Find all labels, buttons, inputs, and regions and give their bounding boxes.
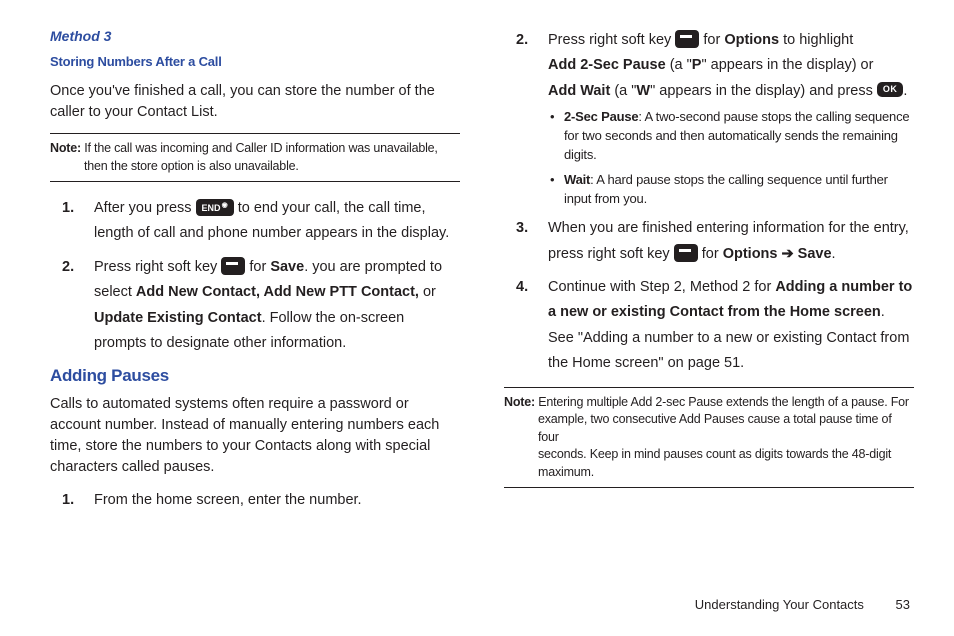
step-number: 2. <box>516 28 528 53</box>
r-step-4: 4. Continue with Step 2, Method 2 for Ad… <box>504 275 914 377</box>
b1-label: 2-Sec Pause <box>564 109 638 124</box>
end-key-icon: END◉ <box>196 199 234 216</box>
r-step-3: 3. When you are finished entering inform… <box>504 216 914 267</box>
steps-list-2: 1. From the home screen, enter the numbe… <box>50 488 460 513</box>
s4a: Continue with Step 2, Method 2 for <box>548 279 775 295</box>
note2-l1: Entering multiple Add 2-sec Pause extend… <box>538 395 909 409</box>
b2-label: Wait <box>564 172 590 187</box>
right-column: 2. Press right soft key for Options to h… <box>504 28 914 616</box>
note2-l4: maximum. <box>504 464 914 482</box>
soft-key-icon <box>674 244 698 262</box>
step-number: 1. <box>62 488 74 513</box>
p-letter: P <box>692 57 702 73</box>
note-label-2: Note: <box>504 395 535 409</box>
save-label: Save <box>270 259 304 275</box>
intro-text: Once you've finished a call, you can sto… <box>50 81 460 123</box>
period: . <box>903 83 907 99</box>
or-text: or <box>419 284 436 300</box>
step-2: 2. Press right soft key for Save. you ar… <box>50 255 460 357</box>
step-number: 1. <box>62 196 74 221</box>
footer-section: Understanding Your Contacts <box>695 597 864 612</box>
pause-step-1: 1. From the home screen, enter the numbe… <box>50 488 460 513</box>
r-step-2: 2. Press right soft key for Options to h… <box>504 28 914 208</box>
note-block-2: Note: Entering multiple Add 2-sec Pause … <box>504 387 914 489</box>
s2e: " appears in the display) or <box>701 57 873 73</box>
note-label: Note: <box>50 141 81 155</box>
step-1: 1. After you press END◉ to end your call… <box>50 196 460 247</box>
s2g: " appears in the display) and press <box>650 83 877 99</box>
bullet-wait: Wait: A hard pause stops the calling seq… <box>548 171 914 209</box>
note-block-1: Note: If the call was incoming and Calle… <box>50 133 460 182</box>
pauses-body: Calls to automated systems often require… <box>50 394 460 478</box>
sub-bullets: 2-Sec Pause: A two-second pause stops th… <box>548 108 914 208</box>
soft-key-icon <box>675 30 699 48</box>
s2f: (a " <box>610 83 636 99</box>
soft-key-icon <box>221 257 245 275</box>
page-number: 53 <box>896 597 910 612</box>
adding-pauses-heading: Adding Pauses <box>50 366 460 386</box>
w-letter: W <box>636 83 650 99</box>
storing-subtitle: Storing Numbers After a Call <box>50 54 460 69</box>
s2d: (a " <box>666 57 692 73</box>
step2-text-a: Press right soft key <box>94 259 221 275</box>
method-title: Method 3 <box>50 28 460 44</box>
ok-key-icon: OK <box>877 82 904 97</box>
page-container: Method 3 Storing Numbers After a Call On… <box>0 0 954 636</box>
b2-text: : A hard pause stops the calling sequenc… <box>564 172 888 206</box>
step2-text-b: for <box>245 259 270 275</box>
period3: . <box>832 246 836 262</box>
step-number: 2. <box>62 255 74 280</box>
update-existing: Update Existing Contact <box>94 310 262 326</box>
step-number: 4. <box>516 275 528 300</box>
pause-step1-text: From the home screen, enter the number. <box>94 492 362 508</box>
addwait-label: Add Wait <box>548 83 610 99</box>
note-line1: If the call was incoming and Caller ID i… <box>84 141 437 155</box>
s2b: for <box>699 32 724 48</box>
steps-list-1: 1. After you press END◉ to end your call… <box>50 196 460 356</box>
s2c: to highlight <box>779 32 853 48</box>
note2-l3: seconds. Keep in mind pauses count as di… <box>504 446 914 464</box>
bullet-2sec: 2-Sec Pause: A two-second pause stops th… <box>548 108 914 165</box>
note-line2: then the store option is also unavailabl… <box>50 158 460 176</box>
step-number: 3. <box>516 216 528 241</box>
note2-l2: example, two consecutive Add Pauses caus… <box>504 411 914 446</box>
add2sec-label: Add 2-Sec Pause <box>548 57 666 73</box>
opt-save: Options ➔ Save <box>723 246 832 262</box>
steps-list-3: 2. Press right soft key for Options to h… <box>504 28 914 377</box>
page-footer: Understanding Your Contacts 53 <box>695 597 910 612</box>
add-new-contact: Add New Contact, Add New PTT Contact, <box>136 284 419 300</box>
step1-text-a: After you press <box>94 200 196 216</box>
options-label: Options <box>724 32 779 48</box>
s3b: for <box>698 246 723 262</box>
left-column: Method 3 Storing Numbers After a Call On… <box>50 28 460 616</box>
s2a: Press right soft key <box>548 32 675 48</box>
